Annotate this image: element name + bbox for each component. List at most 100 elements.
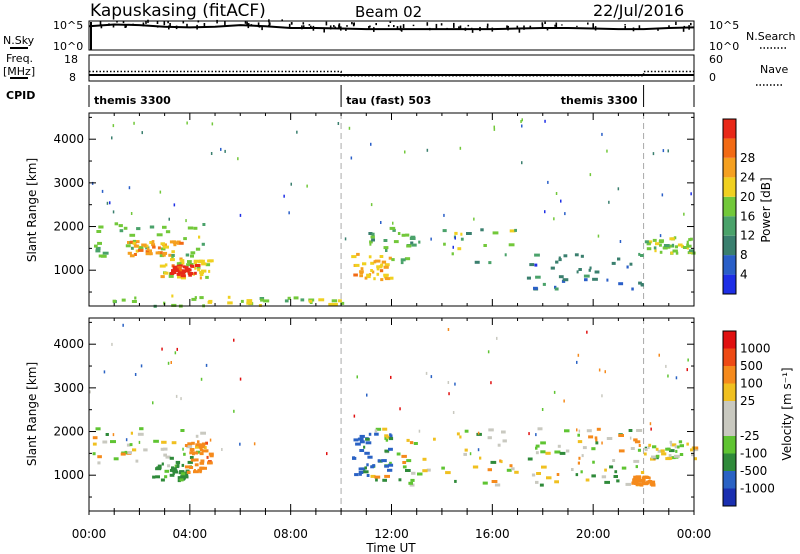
power-cell	[562, 278, 569, 282]
nsky-spike	[124, 25, 126, 28]
nsearch-tick-low: 10^0	[709, 40, 739, 53]
velocity-cell	[189, 448, 195, 451]
power-cell	[130, 246, 134, 250]
power-speck	[168, 217, 170, 221]
power-cell	[688, 249, 695, 253]
power-cell	[132, 241, 136, 245]
power-cell	[397, 232, 401, 235]
nsky-spike	[261, 25, 263, 31]
velocity-cell	[591, 447, 596, 451]
velocity-cell	[375, 478, 378, 482]
velocity-cell	[199, 466, 203, 470]
power-colorbar-swatch	[723, 216, 736, 236]
power-speck	[111, 136, 113, 140]
velocity-cell	[668, 454, 672, 458]
velocity-cell	[565, 449, 570, 453]
velocity-cell	[527, 457, 533, 461]
power-cell	[185, 253, 190, 257]
velocity-cell	[459, 435, 462, 439]
power-cell	[383, 246, 389, 250]
power-speck	[589, 173, 592, 177]
velocity-speck	[490, 381, 492, 385]
velocity-cell	[180, 429, 185, 432]
nsky-spike	[541, 22, 544, 26]
power-cell	[383, 265, 389, 269]
velocity-cell	[184, 444, 188, 447]
velocity-cell	[155, 467, 162, 471]
nsky-spike	[523, 25, 525, 30]
velocity-cell	[110, 440, 116, 444]
power-cell	[127, 251, 132, 255]
power-cell	[179, 271, 186, 275]
velocity-speck	[356, 375, 358, 379]
velocity-cell	[173, 467, 177, 471]
velocity-cell	[601, 475, 607, 479]
power-colorbar-tick: 20	[740, 190, 755, 204]
power-cell	[351, 255, 357, 259]
power-cell	[98, 225, 104, 229]
velocity-cell	[630, 447, 635, 450]
velocity-cell	[554, 450, 561, 454]
nsky-spike	[470, 27, 473, 30]
power-speck	[106, 201, 109, 205]
velocity-speck	[221, 448, 223, 451]
nsky-spike	[479, 26, 481, 32]
velocity-cell	[506, 468, 512, 472]
velocity-cell	[595, 438, 598, 442]
power-cell	[617, 257, 621, 261]
velocity-cell	[693, 457, 697, 461]
power-speck	[344, 237, 347, 241]
velocity-cell	[169, 468, 173, 472]
velocity-cell	[554, 480, 559, 484]
velocity-cell	[181, 463, 185, 467]
velocity-cell	[359, 440, 365, 444]
nsky-spike	[334, 26, 336, 28]
velocity-cell	[665, 457, 671, 461]
velocity-cell	[358, 472, 362, 476]
velocity-speck	[604, 370, 606, 374]
power-speck	[547, 180, 549, 184]
power-colorbar-swatch	[723, 138, 736, 158]
velocity-cell	[388, 463, 394, 467]
power-speck	[237, 157, 239, 161]
power-colorbar-swatch	[723, 255, 736, 275]
nsky-spike	[351, 22, 353, 25]
power-cell	[160, 247, 166, 251]
velocity-speck	[658, 353, 660, 357]
power-cell	[176, 262, 182, 266]
nsky-spike	[507, 25, 509, 28]
power-cell	[118, 224, 123, 228]
velocity-cell	[171, 469, 178, 473]
nsky-spike	[467, 24, 470, 27]
velocity-cell	[613, 475, 618, 478]
velocity-cell	[411, 471, 416, 475]
velocity-cell	[433, 437, 436, 441]
power-speck	[185, 219, 187, 223]
velocity-speck	[649, 422, 652, 426]
power-cell	[669, 244, 674, 248]
velocity-cell	[382, 478, 387, 482]
velocity-cell	[201, 442, 206, 446]
power-scatter	[91, 113, 696, 308]
velocity-speck	[253, 442, 256, 446]
velocity-cell	[359, 434, 365, 438]
velocity-cell	[374, 475, 381, 479]
velocity-cell	[205, 441, 208, 445]
power-cell	[509, 229, 516, 233]
power-cell	[208, 269, 211, 273]
power-cell	[371, 270, 375, 274]
y-tick-label: 4000	[53, 132, 84, 146]
velocity-cell	[502, 439, 507, 443]
power-colorbar-swatch	[723, 177, 736, 197]
velocity-speck	[103, 370, 106, 374]
velocity-cell	[401, 454, 407, 458]
x-tick-label: 16:00	[475, 527, 510, 541]
velocity-cell	[410, 478, 415, 482]
power-cell	[558, 258, 562, 262]
power-cell	[526, 276, 531, 280]
power-speck	[608, 200, 610, 204]
power-cell	[379, 255, 384, 258]
velocity-colorbar-tick: -100	[740, 447, 767, 461]
y-tick-label: 3000	[53, 176, 84, 190]
power-cell	[646, 242, 651, 246]
